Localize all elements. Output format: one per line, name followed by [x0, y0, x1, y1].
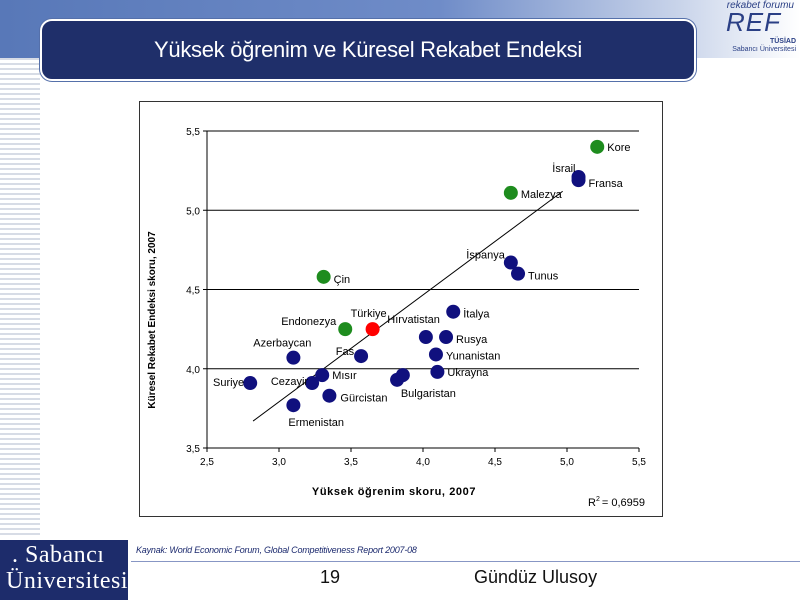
point-label: Cezayir	[271, 376, 309, 388]
university-logo-line1: . Sabancı	[12, 542, 105, 568]
data-point	[571, 173, 586, 188]
point-label: Gürcistan	[340, 393, 387, 405]
data-point	[338, 322, 353, 337]
labels-layer: Kore İsrail Fransa Malezya İspanya Tunus Çin İt…	[213, 142, 630, 429]
r-squared-exponent: 2	[596, 496, 600, 503]
data-point	[286, 350, 301, 365]
point-label: Çin	[334, 274, 351, 286]
data-point	[446, 304, 461, 319]
x-tick-label: 3,0	[272, 457, 286, 468]
data-point	[365, 322, 380, 337]
y-tick-label: 5,0	[186, 206, 200, 217]
footer-divider	[131, 561, 800, 562]
point-label: Endonezya	[281, 316, 337, 328]
x-tick-label: 5,5	[632, 457, 646, 468]
page-number: 19	[320, 567, 341, 587]
x-axis-title: Yüksek öğrenim skoru, 2007	[312, 486, 476, 498]
title-bar: Yüksek öğrenim ve Küresel Rekabet Endeks…	[40, 19, 696, 81]
x-tick-label: 2,5	[200, 457, 214, 468]
point-label: Ermenistan	[288, 417, 344, 429]
x-tick-label: 5,0	[560, 457, 574, 468]
point-label: Tunus	[528, 271, 559, 283]
r-squared-label: R2 = 0,6959	[588, 496, 645, 509]
point-label: Malezya	[521, 189, 563, 201]
y-tick-label: 4,0	[186, 365, 200, 376]
data-point	[354, 349, 369, 364]
r-squared-symbol: R	[588, 497, 596, 509]
ref-logo-university: Sabancı Üniversitesi	[732, 46, 796, 53]
data-point	[315, 368, 330, 383]
point-label: Bulgaristan	[401, 388, 456, 400]
x-tick-label: 4,0	[416, 457, 430, 468]
x-tick-label: 4,5	[488, 457, 502, 468]
data-point	[305, 376, 320, 391]
point-label: Mısır	[332, 370, 357, 382]
r-squared-value: = 0,6959	[602, 497, 645, 509]
y-tick-label: 4,5	[186, 286, 200, 297]
slide-title: Yüksek öğrenim ve Küresel Rekabet Endeks…	[154, 37, 582, 62]
university-logo-line2: Üniversitesi	[6, 568, 128, 594]
point-label: Fas	[336, 346, 355, 358]
ref-logo-sponsor: TÜSİAD	[769, 38, 796, 45]
university-logo: . Sabancı Üniversitesi	[0, 540, 128, 600]
y-tick-label: 5,5	[186, 127, 200, 138]
data-point	[316, 269, 331, 284]
y-tick-label: 3,5	[186, 444, 200, 455]
scatter-chart: 3,5 4,0 4,5 5,0 5,5 2,5 3,0 3,5 4,0 4,5 5,0 5,5 Kor…	[139, 101, 663, 517]
trendline	[252, 190, 563, 422]
data-point	[590, 139, 605, 154]
points-layer	[243, 139, 605, 413]
x-tick-label: 3,5	[344, 457, 358, 468]
point-label: İsrail	[552, 162, 575, 175]
data-point	[286, 398, 301, 413]
point-label: Suriye	[213, 377, 244, 389]
data-point	[243, 376, 258, 391]
point-label: Azerbaycan	[253, 338, 311, 350]
ref-logo-wordmark: REF	[726, 7, 781, 37]
point-label: Rusya	[456, 334, 488, 346]
point-label: Türkiye	[351, 308, 387, 320]
point-label: Kore	[607, 142, 630, 154]
point-label: Fransa	[589, 178, 624, 190]
data-point	[439, 330, 454, 345]
axis-layer: 3,5 4,0 4,5 5,0 5,5 2,5 3,0 3,5 4,0 4,5 5,0 5,5	[186, 127, 646, 468]
ref-logo-tagline: rekabet forumu	[726, 0, 794, 11]
data-point	[503, 185, 518, 200]
data-point	[390, 372, 405, 387]
data-point	[503, 255, 518, 270]
y-axis-title: Küresel Rekabet Endeksi skoru, 2007	[147, 231, 158, 409]
point-label: İspanya	[466, 249, 505, 262]
point-label: Hırvatistan	[387, 314, 440, 326]
ref-logo: rekabet forumu REF TÜSİAD Sabancı Üniver…	[712, 0, 800, 58]
point-label: Ukrayna	[447, 367, 489, 379]
data-point	[322, 388, 337, 403]
presenter-name: Gündüz Ulusoy	[474, 567, 598, 587]
side-stripe-decoration	[0, 58, 40, 538]
data-point	[428, 347, 443, 362]
point-label: Yunanistan	[446, 350, 500, 362]
data-point	[430, 364, 445, 379]
chart-svg: 3,5 4,0 4,5 5,0 5,5 2,5 3,0 3,5 4,0 4,5 5,0 5,5 Kor…	[147, 127, 646, 509]
data-point	[511, 266, 526, 281]
point-label: İtalya	[463, 308, 490, 321]
data-point	[418, 330, 433, 345]
source-note: Kaynak: World Economic Forum, Global Com…	[136, 545, 417, 555]
